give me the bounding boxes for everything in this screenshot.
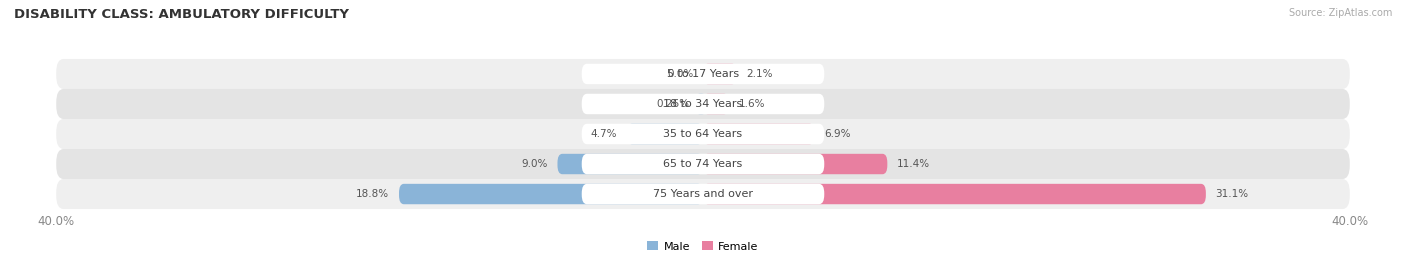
FancyBboxPatch shape: [703, 154, 887, 174]
FancyBboxPatch shape: [56, 89, 1350, 119]
FancyBboxPatch shape: [703, 124, 814, 144]
FancyBboxPatch shape: [56, 59, 1350, 89]
Text: 18 to 34 Years: 18 to 34 Years: [664, 99, 742, 109]
FancyBboxPatch shape: [699, 94, 703, 114]
FancyBboxPatch shape: [582, 154, 824, 174]
Legend: Male, Female: Male, Female: [643, 237, 763, 256]
Text: 18.8%: 18.8%: [356, 189, 389, 199]
FancyBboxPatch shape: [582, 184, 824, 204]
FancyBboxPatch shape: [582, 64, 824, 84]
FancyBboxPatch shape: [703, 184, 1206, 204]
Text: 2.1%: 2.1%: [747, 69, 773, 79]
Text: 65 to 74 Years: 65 to 74 Years: [664, 159, 742, 169]
FancyBboxPatch shape: [56, 119, 1350, 149]
Text: Source: ZipAtlas.com: Source: ZipAtlas.com: [1288, 8, 1392, 18]
Text: 6.9%: 6.9%: [824, 129, 851, 139]
FancyBboxPatch shape: [558, 154, 703, 174]
Text: 0.26%: 0.26%: [657, 99, 689, 109]
FancyBboxPatch shape: [703, 64, 737, 84]
FancyBboxPatch shape: [627, 124, 703, 144]
FancyBboxPatch shape: [703, 94, 728, 114]
Text: 4.7%: 4.7%: [591, 129, 617, 139]
Text: 35 to 64 Years: 35 to 64 Years: [664, 129, 742, 139]
Text: 31.1%: 31.1%: [1216, 189, 1249, 199]
Text: 1.6%: 1.6%: [738, 99, 765, 109]
FancyBboxPatch shape: [56, 149, 1350, 179]
FancyBboxPatch shape: [582, 94, 824, 114]
FancyBboxPatch shape: [399, 184, 703, 204]
Text: 0.0%: 0.0%: [666, 69, 693, 79]
Text: DISABILITY CLASS: AMBULATORY DIFFICULTY: DISABILITY CLASS: AMBULATORY DIFFICULTY: [14, 8, 349, 21]
Text: 5 to 17 Years: 5 to 17 Years: [666, 69, 740, 79]
Text: 9.0%: 9.0%: [522, 159, 548, 169]
FancyBboxPatch shape: [582, 124, 824, 144]
Text: 75 Years and over: 75 Years and over: [652, 189, 754, 199]
Text: 11.4%: 11.4%: [897, 159, 931, 169]
FancyBboxPatch shape: [56, 179, 1350, 209]
